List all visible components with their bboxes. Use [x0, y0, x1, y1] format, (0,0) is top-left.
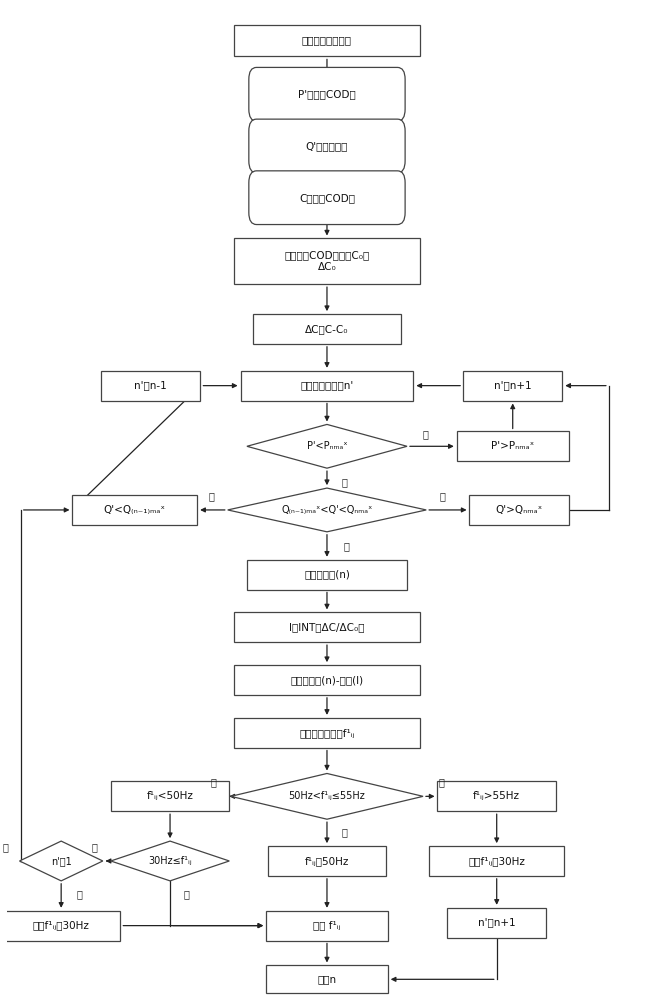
FancyBboxPatch shape: [72, 495, 197, 525]
Polygon shape: [227, 488, 426, 532]
Polygon shape: [247, 424, 407, 468]
FancyBboxPatch shape: [249, 119, 405, 173]
Text: 否: 否: [210, 777, 216, 787]
Text: n'＝n+1: n'＝n+1: [478, 918, 515, 928]
FancyBboxPatch shape: [234, 238, 420, 284]
FancyBboxPatch shape: [111, 781, 229, 811]
FancyBboxPatch shape: [457, 431, 569, 461]
Text: 执行三维表(n)-分表(l): 执行三维表(n)-分表(l): [291, 675, 363, 685]
Text: 是: 是: [76, 889, 82, 899]
Text: 是: 是: [343, 541, 349, 551]
Text: P'<Pₙₘₐˣ: P'<Pₙₘₐˣ: [307, 441, 347, 451]
FancyBboxPatch shape: [234, 718, 420, 748]
FancyBboxPatch shape: [101, 371, 200, 401]
FancyBboxPatch shape: [266, 965, 388, 993]
Text: Q'<Q₍ₙ₋₁₎ₘₐˣ: Q'<Q₍ₙ₋₁₎ₘₐˣ: [104, 505, 166, 515]
Text: f¹ᵢⱼ<50Hz: f¹ᵢⱼ<50Hz: [147, 791, 194, 801]
Text: 输出f¹ᵢⱼ＝30Hz: 输出f¹ᵢⱼ＝30Hz: [468, 856, 525, 866]
FancyBboxPatch shape: [463, 371, 562, 401]
FancyBboxPatch shape: [2, 911, 120, 941]
Text: 30Hz≤f¹ᵢⱼ: 30Hz≤f¹ᵢⱼ: [148, 856, 192, 866]
Text: 否: 否: [92, 842, 98, 852]
Text: 否: 否: [209, 491, 214, 501]
Text: 输出n: 输出n: [317, 974, 337, 984]
FancyBboxPatch shape: [234, 612, 420, 642]
FancyBboxPatch shape: [447, 908, 547, 938]
Text: 输出f¹ᵢⱼ＝30Hz: 输出f¹ᵢⱼ＝30Hz: [32, 921, 90, 931]
Text: 选择三维表(n): 选择三维表(n): [304, 570, 350, 580]
FancyBboxPatch shape: [254, 314, 400, 344]
Text: l＝INT（ΔC/ΔC₀）: l＝INT（ΔC/ΔC₀）: [289, 622, 365, 632]
Text: 50Hz<f¹ᵢⱼ≤55Hz: 50Hz<f¹ᵢⱼ≤55Hz: [289, 791, 365, 801]
FancyBboxPatch shape: [234, 25, 420, 56]
FancyBboxPatch shape: [430, 846, 564, 876]
Text: P'>Pₙₘₐˣ: P'>Pₙₘₐˣ: [491, 441, 534, 451]
Text: f¹ᵢⱼ＝50Hz: f¹ᵢⱼ＝50Hz: [305, 856, 349, 866]
Text: 输入出水COD设定値C₀、
ΔC₀: 输入出水COD设定値C₀、 ΔC₀: [284, 251, 370, 272]
Text: n'＝1: n'＝1: [51, 856, 72, 866]
Polygon shape: [111, 841, 229, 881]
Text: 读取进、出水数据: 读取进、出水数据: [302, 36, 352, 46]
FancyBboxPatch shape: [437, 781, 556, 811]
Text: f¹ᵢⱼ>55Hz: f¹ᵢⱼ>55Hz: [473, 791, 520, 801]
FancyBboxPatch shape: [249, 171, 405, 225]
Text: 否: 否: [422, 429, 428, 439]
Text: P'＝进水COD値: P'＝进水COD値: [298, 89, 356, 99]
Text: Q'>Qₙₘₐˣ: Q'>Qₙₘₐˣ: [495, 505, 543, 515]
Text: Q₍ₙ₋₁₎ₘₐˣ<Q'<Qₙₘₐˣ: Q₍ₙ₋₁₎ₘₐˣ<Q'<Qₙₘₐˣ: [281, 505, 372, 515]
FancyBboxPatch shape: [249, 67, 405, 121]
Text: C＝出水COD値: C＝出水COD値: [299, 193, 355, 203]
Text: n'＝n-1: n'＝n-1: [135, 381, 167, 391]
Polygon shape: [20, 841, 103, 881]
FancyBboxPatch shape: [266, 911, 388, 941]
Text: 计算鼓风机频率f¹ᵢⱼ: 计算鼓风机频率f¹ᵢⱼ: [299, 728, 355, 738]
Text: ΔC＝C-C₀: ΔC＝C-C₀: [306, 324, 348, 334]
Text: 否: 否: [3, 842, 8, 852]
Text: 是: 是: [342, 477, 348, 487]
FancyBboxPatch shape: [234, 665, 420, 695]
Text: 否: 否: [438, 777, 444, 787]
Text: n'＝n+1: n'＝n+1: [494, 381, 532, 391]
FancyBboxPatch shape: [469, 495, 569, 525]
Polygon shape: [231, 773, 423, 819]
Text: Q'＝进水水量: Q'＝进水水量: [306, 141, 348, 151]
FancyBboxPatch shape: [268, 846, 386, 876]
Text: 是: 是: [183, 889, 189, 899]
Text: 是: 是: [342, 827, 348, 837]
FancyBboxPatch shape: [240, 371, 413, 401]
Text: 输入鼓风机台数n': 输入鼓风机台数n': [300, 381, 354, 391]
FancyBboxPatch shape: [247, 560, 407, 589]
Text: 输出 f¹ᵢⱼ: 输出 f¹ᵢⱼ: [313, 921, 341, 931]
Text: 否: 否: [439, 491, 445, 501]
